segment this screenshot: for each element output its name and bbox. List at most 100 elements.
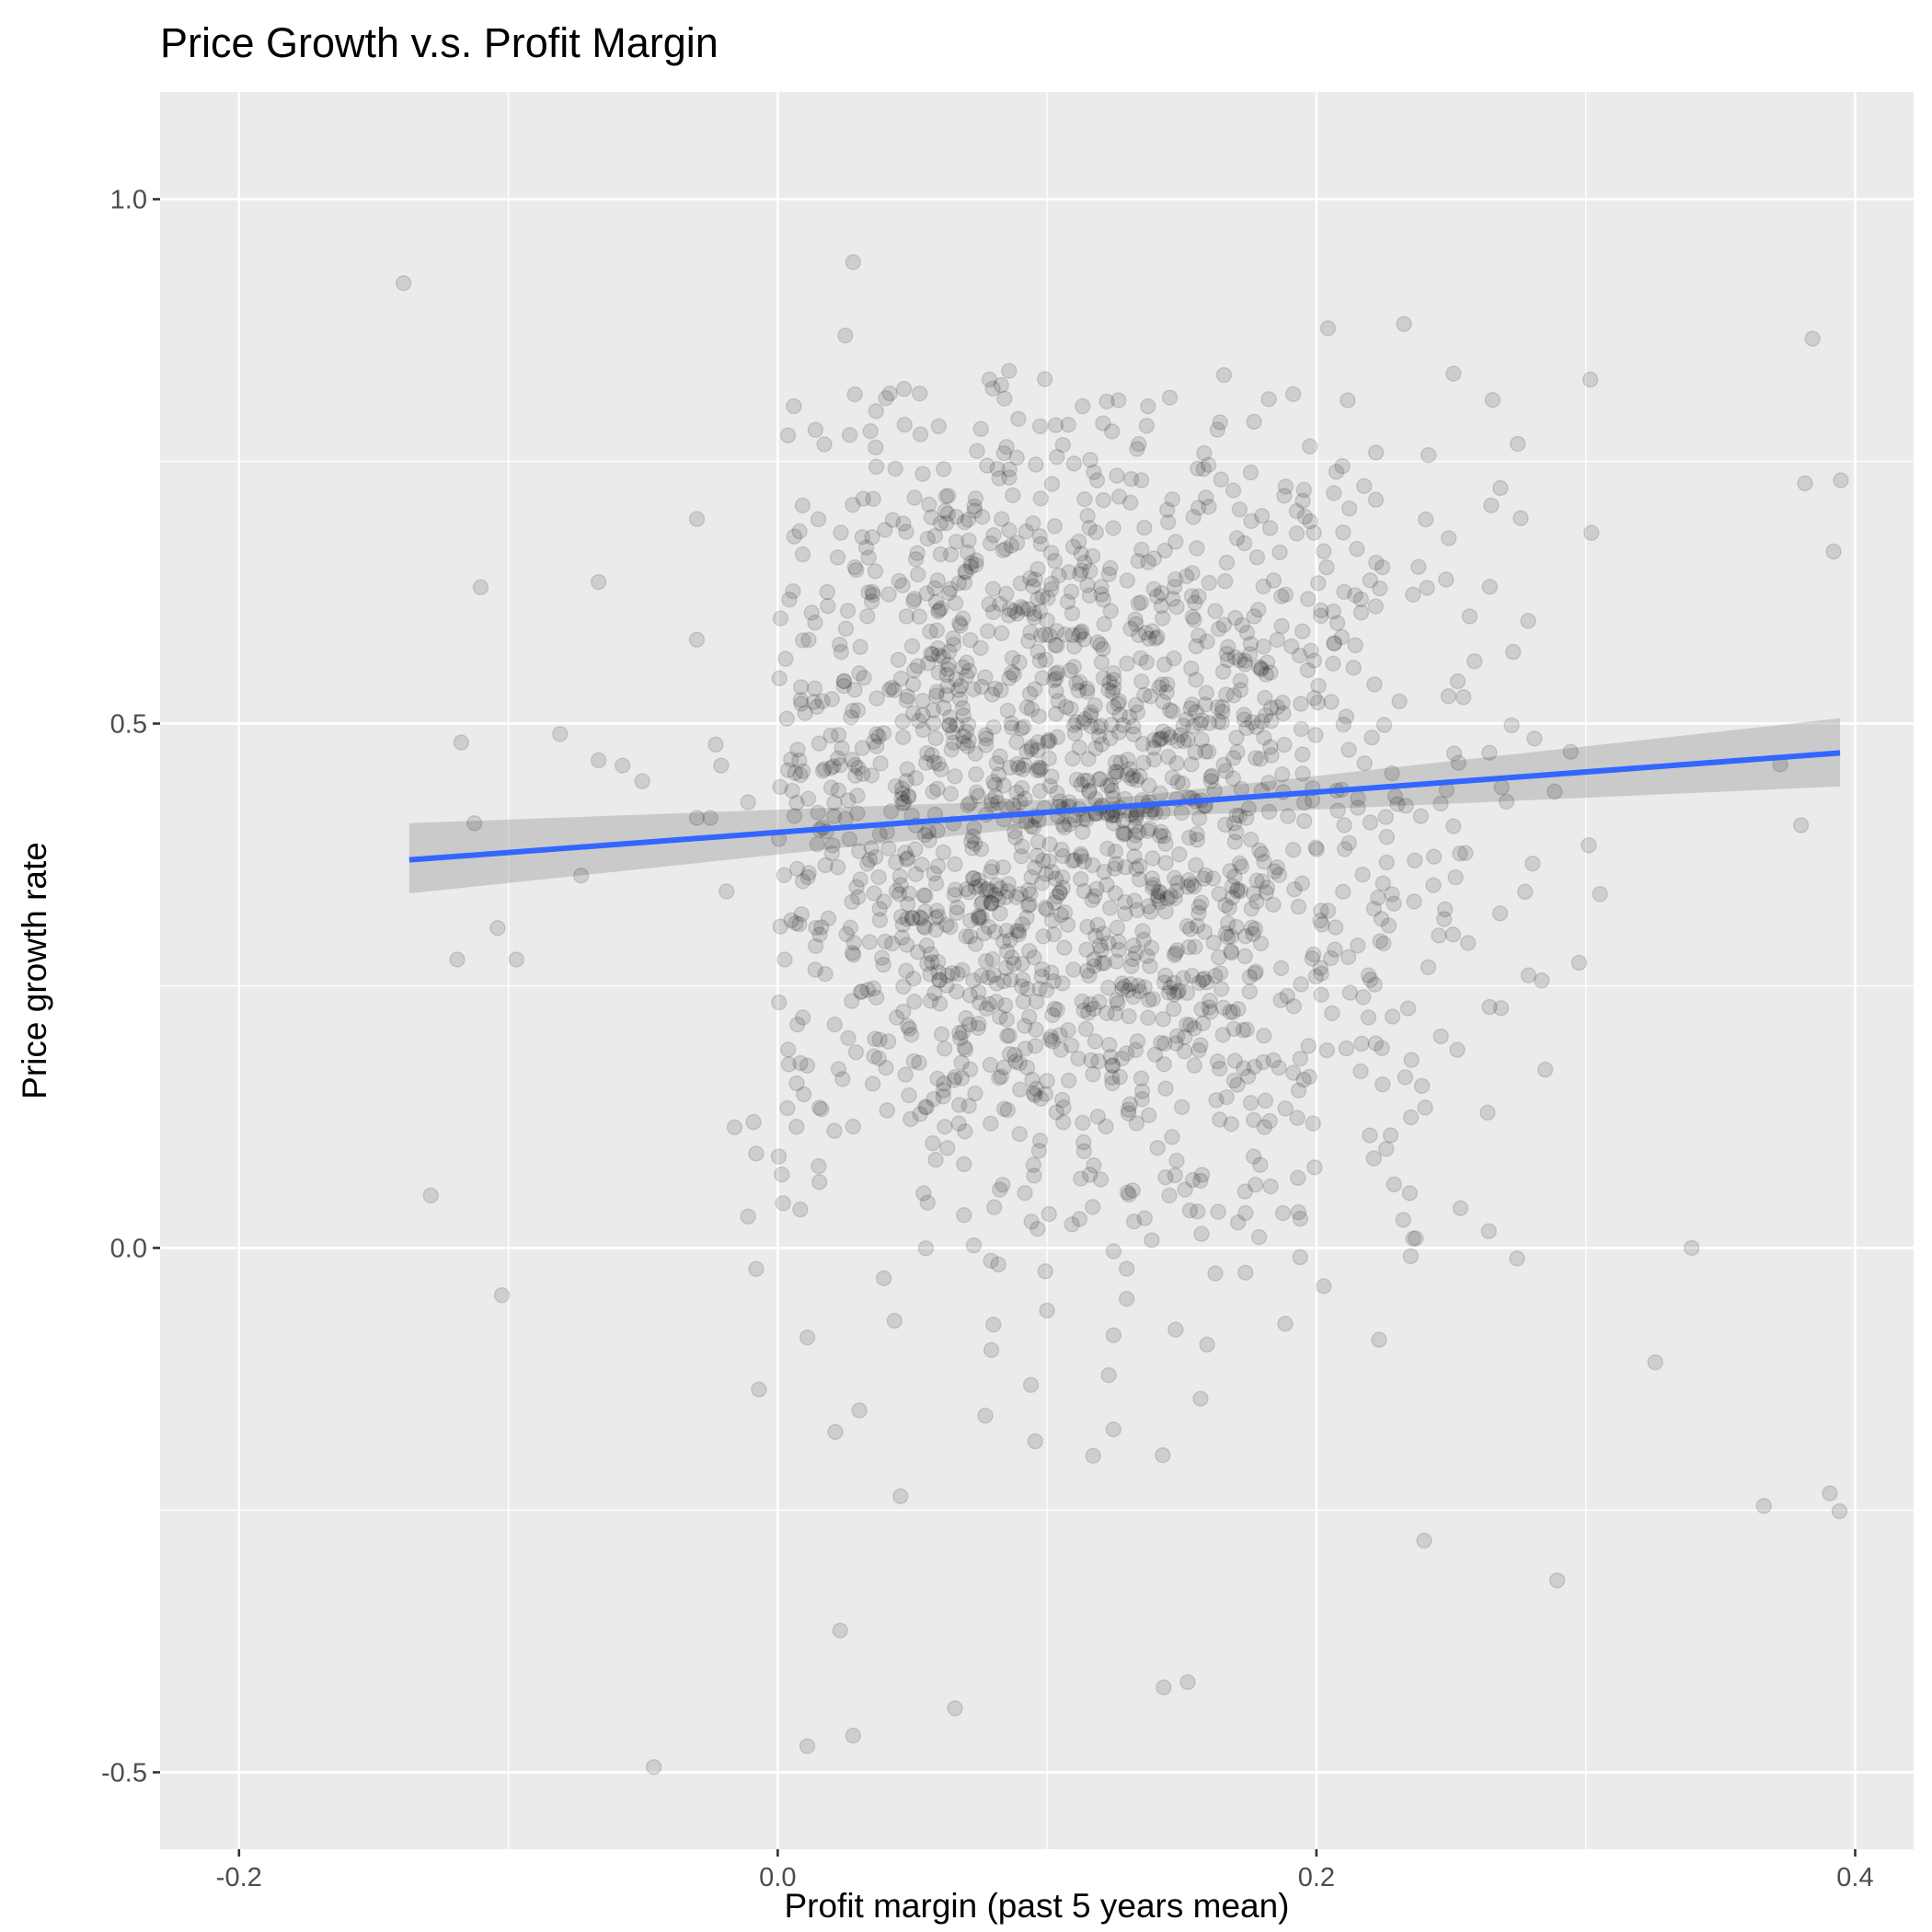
data-point xyxy=(1053,868,1071,886)
data-point xyxy=(945,636,962,653)
data-point xyxy=(1526,730,1543,747)
data-point xyxy=(904,676,922,693)
data-point xyxy=(861,934,879,950)
data-point xyxy=(1215,756,1232,774)
data-point xyxy=(1211,1060,1228,1077)
data-point xyxy=(791,752,808,769)
data-point xyxy=(917,1240,935,1257)
data-point xyxy=(1130,553,1146,569)
data-point xyxy=(1164,769,1181,787)
data-point xyxy=(1340,500,1358,517)
data-point xyxy=(1386,895,1402,912)
data-point xyxy=(883,679,901,696)
data-point xyxy=(826,1122,843,1139)
data-point xyxy=(1128,810,1144,827)
data-point xyxy=(845,1727,862,1744)
data-point xyxy=(1117,825,1133,842)
data-point xyxy=(993,625,1010,642)
data-point xyxy=(995,933,1012,950)
data-point xyxy=(927,875,945,892)
data-point xyxy=(825,758,842,775)
data-point xyxy=(1105,520,1121,536)
data-point xyxy=(1121,1007,1137,1025)
data-point xyxy=(868,403,885,420)
data-point xyxy=(939,488,957,504)
data-point xyxy=(987,680,1004,697)
data-point xyxy=(1126,892,1143,909)
data-point xyxy=(1243,919,1260,937)
data-point xyxy=(929,572,946,589)
data-point xyxy=(1107,885,1124,902)
data-point xyxy=(1167,1167,1184,1184)
data-point xyxy=(1156,1055,1172,1073)
data-point xyxy=(1201,715,1218,731)
data-point xyxy=(991,470,1007,487)
data-point xyxy=(1047,665,1064,683)
data-point xyxy=(1493,778,1510,796)
data-point xyxy=(899,849,916,867)
data-point xyxy=(875,725,892,742)
data-point xyxy=(1031,762,1048,778)
data-point xyxy=(1253,845,1271,863)
data-point xyxy=(1195,461,1213,477)
data-point xyxy=(1116,978,1133,995)
data-point xyxy=(856,669,872,686)
data-point xyxy=(1307,968,1325,985)
data-point xyxy=(1010,923,1028,940)
data-point xyxy=(1177,1029,1193,1046)
data-point xyxy=(1313,903,1329,919)
data-point xyxy=(1466,653,1483,670)
data-point xyxy=(983,686,1001,703)
data-point xyxy=(1166,650,1182,667)
data-point xyxy=(950,1115,967,1133)
data-point xyxy=(891,868,909,885)
data-point xyxy=(1021,569,1039,587)
data-point xyxy=(786,528,803,545)
data-point xyxy=(1314,916,1330,933)
data-point xyxy=(1262,699,1280,717)
data-point xyxy=(1293,976,1309,993)
data-point xyxy=(1145,731,1163,749)
data-point xyxy=(1113,1050,1131,1067)
data-point xyxy=(1179,917,1196,935)
data-point xyxy=(1380,917,1397,934)
data-point xyxy=(1285,1064,1302,1081)
data-point xyxy=(1248,893,1265,910)
data-point xyxy=(1060,1021,1076,1039)
data-point xyxy=(1108,856,1124,872)
data-point xyxy=(987,994,1005,1010)
data-point xyxy=(875,1270,892,1287)
data-point xyxy=(822,727,839,744)
data-point xyxy=(1277,478,1294,495)
data-point xyxy=(939,505,957,523)
data-point xyxy=(1308,841,1326,857)
data-point xyxy=(1378,828,1396,845)
data-point xyxy=(893,780,911,797)
data-point xyxy=(1272,960,1290,977)
data-point xyxy=(1133,1083,1151,1099)
data-point xyxy=(1002,759,1018,776)
data-point xyxy=(846,385,863,403)
data-point xyxy=(1190,810,1208,827)
data-point xyxy=(1374,558,1391,576)
data-point xyxy=(949,717,965,733)
data-point xyxy=(1238,625,1256,641)
data-point xyxy=(1261,1112,1278,1130)
data-point xyxy=(951,1024,968,1041)
data-point xyxy=(912,1106,928,1122)
data-point xyxy=(925,646,941,663)
data-point xyxy=(929,780,946,798)
data-point xyxy=(1168,1028,1186,1044)
data-point xyxy=(929,1070,946,1087)
data-point xyxy=(900,788,916,805)
data-point xyxy=(1152,785,1168,802)
data-point xyxy=(1052,793,1068,810)
data-point xyxy=(751,1381,767,1398)
data-point xyxy=(1087,888,1103,905)
data-point xyxy=(1054,880,1072,896)
data-point xyxy=(905,971,922,987)
data-point xyxy=(1833,472,1849,489)
data-point xyxy=(879,1102,895,1119)
data-point xyxy=(1173,804,1190,822)
data-point xyxy=(1263,712,1280,730)
